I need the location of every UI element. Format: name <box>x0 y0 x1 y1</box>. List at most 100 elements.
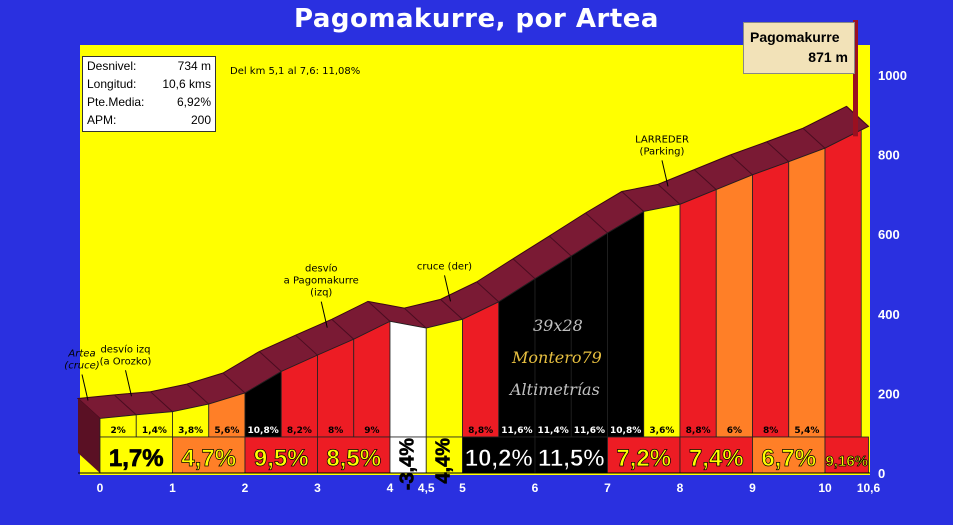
half-km-grade-label: 11,6% <box>501 426 532 436</box>
stats-row-apm: APM: 200 <box>83 111 215 129</box>
km-grade-label: 8,5% <box>326 445 381 472</box>
half-km-grade-label: 11,6% <box>574 426 605 436</box>
annotation-label: Artea <box>67 348 95 359</box>
half-km-column <box>318 339 354 437</box>
altitude-point-label: 488 <box>521 0 540 3</box>
y-tick-label: 200 <box>878 386 900 401</box>
half-km-grade-label: 3,6% <box>649 426 674 436</box>
half-km-grade-label: 1,4% <box>142 426 167 436</box>
altitude-point-label: 296 <box>304 0 323 3</box>
annotation-label: a Pagomakurre <box>284 276 359 287</box>
summit-name: Pagomakurre <box>750 29 839 45</box>
km-grade-label: 11,5% <box>538 445 605 472</box>
x-tick-label: 10 <box>818 481 832 495</box>
half-km-column <box>535 256 571 437</box>
x-tick-label: 4,5 <box>418 481 435 495</box>
half-km-column <box>789 148 825 437</box>
watermark-code: 39x28 <box>533 316 583 335</box>
half-km-grade-label: 3,8% <box>178 426 203 436</box>
half-km-column <box>571 233 607 437</box>
km-grade-label: 6,7% <box>761 445 816 472</box>
annotation-label: (Parking) <box>640 146 685 157</box>
half-km-grade-label: 9% <box>364 426 379 436</box>
x-tick-label: 10,6 <box>857 481 881 495</box>
x-tick-label: 8 <box>677 481 684 495</box>
altitude-point-label: 603 <box>594 0 613 3</box>
half-km-column <box>716 175 752 437</box>
altitude-point-label: 675 <box>666 0 685 3</box>
annotation-label: desvío izq <box>100 343 150 355</box>
annotation-label: (cruce) <box>64 360 99 371</box>
stats-label: Pte.Media: <box>87 93 144 111</box>
x-tick-label: 1 <box>169 481 176 495</box>
stats-value: 10,6 kms <box>162 75 211 93</box>
half-km-grade-label: 11,4% <box>538 426 569 436</box>
x-tick-label: 7 <box>604 481 611 495</box>
x-tick-label: 0 <box>97 481 104 495</box>
x-tick-label: 5 <box>459 481 466 495</box>
half-km-column <box>753 162 789 437</box>
stats-value: 6,92% <box>177 93 211 111</box>
stats-value: 200 <box>191 111 211 129</box>
half-km-column <box>463 302 499 437</box>
km-grade-label: 10,2% <box>465 445 533 472</box>
km-grade-label: 7,2% <box>616 445 671 472</box>
half-km-grade-label: 8,8% <box>468 426 493 436</box>
km-grade-label: -3,4% <box>396 438 418 490</box>
half-km-column <box>354 321 390 437</box>
half-km-column <box>390 321 426 437</box>
y-tick-label: 800 <box>878 148 900 163</box>
stats-box: Desnivel: 734 m Longitud: 10,6 kms Pte.M… <box>82 56 216 132</box>
summit-altitude: 871 m <box>808 49 848 65</box>
half-km-column <box>426 319 462 437</box>
half-km-column <box>680 190 716 437</box>
watermark-brand: Altimetrías <box>510 380 600 399</box>
x-tick-label: 4 <box>387 481 394 495</box>
stats-row-desnivel: Desnivel: 734 m <box>83 57 215 75</box>
altitude-point-label: 137 <box>86 0 105 3</box>
altitude-point-label: 154 <box>159 0 178 3</box>
km-grade-label: 4,4% <box>433 438 455 484</box>
km-grade-label: 9,16% <box>825 453 868 470</box>
half-km-grade-label: 8% <box>763 426 778 436</box>
half-km-grade-label: 10,8% <box>248 426 279 436</box>
half-km-column <box>608 212 644 437</box>
x-tick-label: 2 <box>242 481 249 495</box>
km-grade-label: 4,7% <box>181 445 236 472</box>
half-km-grade-label: 8,2% <box>287 426 312 436</box>
steepest-section-note: Del km 5,1 al 7,6: 11,08% <box>230 66 360 77</box>
half-km-grade-label: 5,4% <box>794 426 819 436</box>
half-km-grade-label: 6% <box>727 426 742 436</box>
watermark-author: Montero79 <box>512 348 602 367</box>
x-tick-label: 9 <box>749 481 756 495</box>
altitude-point-label: 386 <box>449 0 468 3</box>
half-km-grade-label: 10,8% <box>610 426 641 436</box>
annotation-label: (izq) <box>310 288 332 299</box>
stats-row-pte-media: Pte.Media: 6,92% <box>83 93 215 111</box>
annotation-label: desvío <box>305 263 338 275</box>
y-tick-label: 600 <box>878 227 900 242</box>
km-grade-label: 9,5% <box>254 445 309 472</box>
stats-label: Desnivel: <box>87 57 136 75</box>
km-grade-label: 1,7% <box>109 445 164 472</box>
half-km-column <box>825 130 861 437</box>
half-km-grade-label: 8% <box>328 426 343 436</box>
altitude-point-label: 749 <box>739 0 758 3</box>
annotation-label: (a Orozko) <box>100 356 152 367</box>
altitude-point-label: 201 <box>231 0 250 3</box>
x-tick-label: 3 <box>314 481 321 495</box>
half-km-grade-label: 2% <box>110 426 125 436</box>
annotation-label: LARREDER <box>635 134 689 145</box>
annotation-label: cruce (der) <box>417 261 472 272</box>
altitude-point-label: 381 <box>376 0 395 3</box>
x-tick-label: 6 <box>532 481 539 495</box>
stats-label: Longitud: <box>87 75 136 93</box>
stats-label: APM: <box>87 111 116 129</box>
km-grade-label: 7,4% <box>689 445 744 472</box>
half-km-grade-label: 5,6% <box>214 426 239 436</box>
stats-row-longitud: Longitud: 10,6 kms <box>83 75 215 93</box>
y-tick-label: 1000 <box>878 68 907 83</box>
summit-box: Pagomakurre 871 m <box>743 22 855 74</box>
altitude-point-label: 816 <box>811 0 830 3</box>
stats-value: 734 m <box>178 57 211 75</box>
